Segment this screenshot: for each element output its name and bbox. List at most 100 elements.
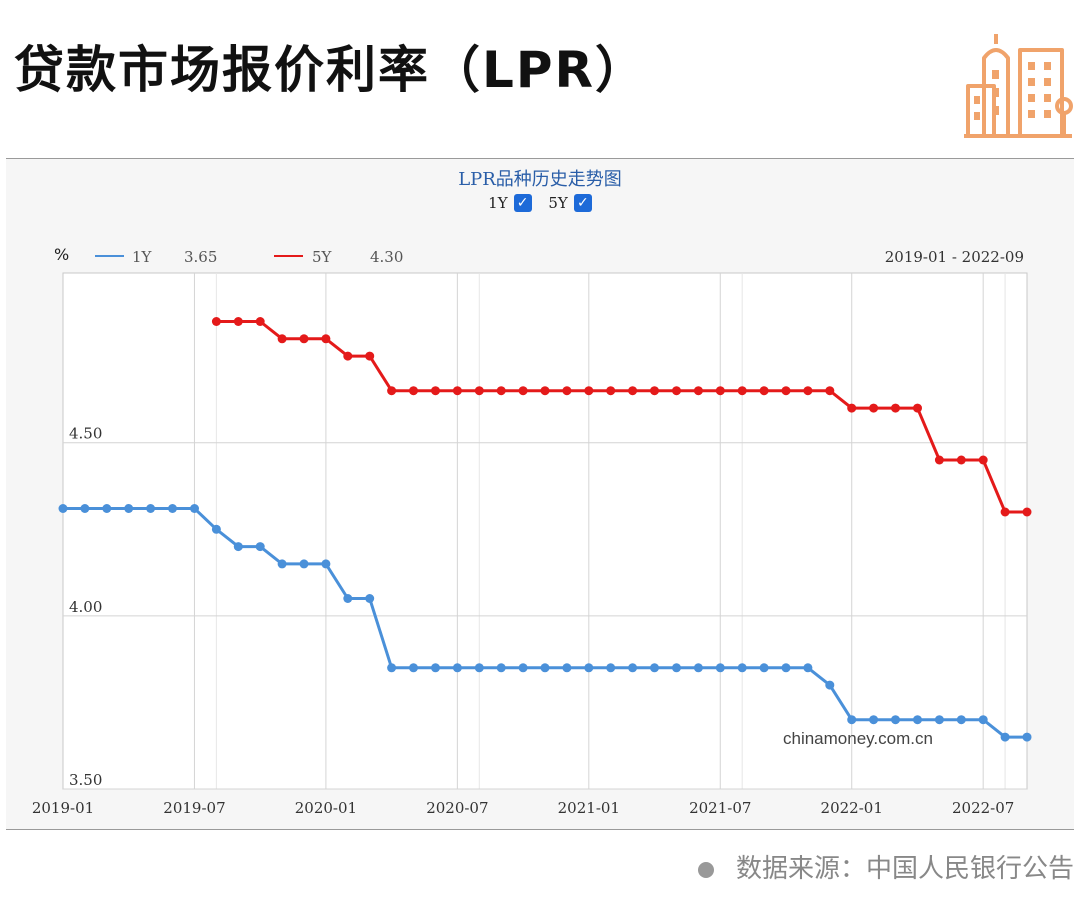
data-point-1y [672,663,681,673]
series-toggles: 1Y ✓ 5Y ✓ [6,194,1074,212]
data-point-5y [431,386,440,396]
data-point-1y [211,524,221,534]
data-point-5y [255,317,265,326]
page-title: 贷款市场报价利率（LPR） [14,41,648,99]
data-point-1y [540,663,550,673]
data-point-5y [518,386,528,396]
data-point-5y [737,386,747,396]
legend-1y-name: 1Y [132,248,153,266]
series-layer [58,317,1032,742]
grid-layer: 2019-01 2019-07 2020-01 2020-07 2021-01 2021-… [32,272,1028,817]
date-range: 2019-01 - 2022-09 [885,248,1024,266]
watermark-layer: chinamoney.com.cn [783,729,933,748]
toggle-1y[interactable]: 1Y ✓ [488,194,532,212]
chart-panel: LPR品种历史走势图 1Y ✓ 5Y ✓ 2019-01 2019-07 2020-… [6,158,1074,830]
data-point-5y [452,386,462,396]
legend-1y-latest: 3.65 [184,248,217,266]
axis-layer: % 2019-01 - 2022-09 [54,245,1024,266]
data-point-5y [650,386,659,396]
x-tick-label: 2021-07 [689,799,751,817]
data-point-5y [803,386,813,396]
data-point-5y [978,455,988,465]
data-point-1y [190,504,199,513]
y-tick-label: 4.00 [69,598,102,616]
data-point-1y [956,715,966,725]
toggle-5y-checkbox[interactable]: ✓ [573,194,592,212]
data-point-1y [299,559,309,569]
data-point-1y [715,663,725,673]
toggle-1y-checkbox[interactable]: ✓ [513,194,532,212]
data-point-5y [913,403,922,413]
data-point-1y [869,715,879,725]
x-tick-label: 2019-07 [163,799,225,817]
x-tick-label: 2021-01 [558,799,620,817]
source-note: 数据来源：中国人民银行公告 [697,848,1074,885]
data-point-5y [628,386,638,396]
x-tick-label: 2022-01 [821,799,883,817]
data-point-1y [387,663,397,673]
data-point-5y [365,351,375,361]
data-point-5y [233,317,243,326]
data-point-1y [737,663,747,673]
data-point-1y [606,663,616,673]
data-point-1y [693,663,703,673]
toggle-5y[interactable]: 5Y ✓ [548,194,592,212]
data-point-5y [562,386,572,396]
legend-5y-latest: 4.30 [370,248,403,266]
data-point-1y [255,542,265,552]
data-point-1y [102,504,112,513]
data-point-5y [606,386,616,396]
data-point-5y [869,403,879,413]
data-point-1y [146,504,156,513]
data-point-5y [409,386,418,396]
data-point-5y [474,386,484,396]
data-point-5y [299,334,309,344]
data-point-1y [628,663,638,673]
line-chart: 2019-01 2019-07 2020-01 2020-07 2021-01 2021-… [32,245,1032,817]
source-text: 数据来源：中国人民银行公告 [735,854,1074,884]
data-point-1y [80,504,90,513]
data-point-1y [277,559,287,569]
data-point-5y [693,386,703,396]
data-point-5y [277,334,287,344]
data-point-1y [518,663,528,673]
data-point-1y [847,715,857,725]
data-point-1y [168,504,177,513]
legend: 1Y 3.65 5Y 4.30 [95,248,403,266]
data-point-1y [233,542,243,552]
data-point-1y [452,663,462,673]
data-point-5y [211,317,221,326]
data-point-1y [781,663,791,673]
data-point-1y [343,594,353,603]
x-tick-label: 2019-01 [32,799,94,817]
data-point-1y [474,663,484,673]
toggle-5y-label: 5Y [548,194,568,212]
data-point-5y [1000,507,1010,517]
x-tick-label: 2020-07 [426,799,488,817]
data-point-1y [584,663,594,673]
data-point-5y [934,455,944,465]
data-point-1y [1000,732,1010,742]
data-point-1y [124,504,134,513]
x-tick-label: 2022-07 [952,799,1014,817]
data-point-5y [759,386,769,396]
data-point-5y [540,386,550,396]
data-point-5y [956,455,966,465]
data-point-1y [934,715,944,725]
data-point-5y [891,403,900,413]
data-point-5y [781,386,791,396]
watermark-text: chinamoney.com.cn [783,729,933,748]
data-point-5y [343,351,353,361]
data-point-5y [825,386,835,396]
data-point-5y [496,386,506,396]
data-point-1y [365,594,375,603]
chart-title: LPR品种历史走势图 [458,169,622,190]
data-point-1y [496,663,506,673]
x-tick-label: 2020-01 [295,799,357,817]
data-point-5y [1022,507,1032,517]
city-buildings-icon [964,34,1073,138]
data-point-5y [847,403,857,413]
data-point-1y [825,680,835,690]
data-point-1y [1022,732,1032,742]
data-point-1y [803,663,813,673]
